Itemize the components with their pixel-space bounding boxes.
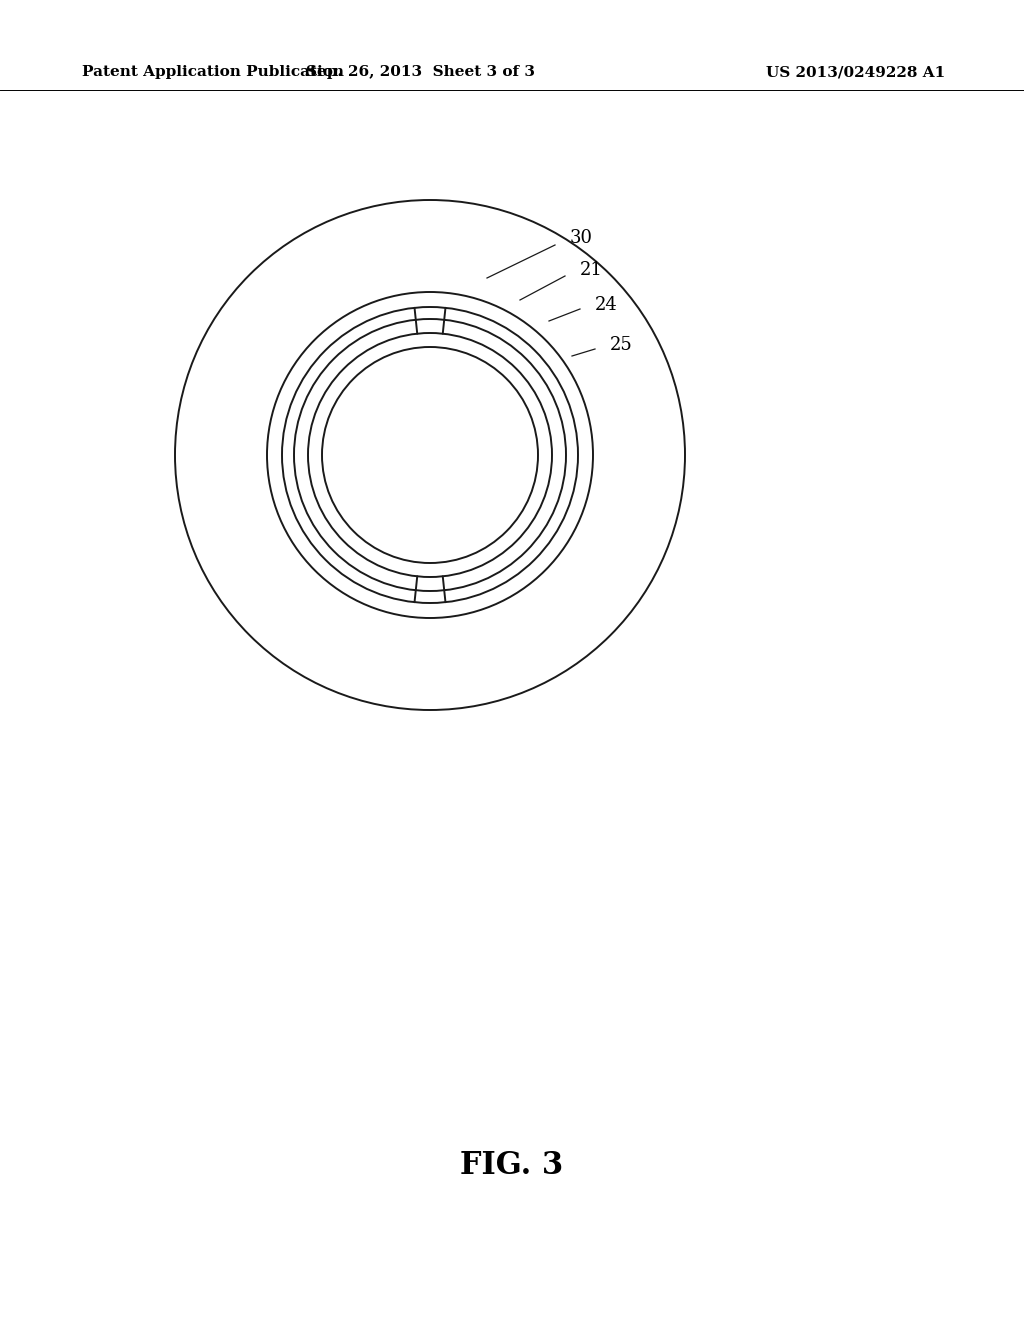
Text: Patent Application Publication: Patent Application Publication: [82, 65, 344, 79]
Text: Sep. 26, 2013  Sheet 3 of 3: Sep. 26, 2013 Sheet 3 of 3: [305, 65, 535, 79]
Text: FIG. 3: FIG. 3: [461, 1150, 563, 1180]
Text: 30: 30: [570, 228, 593, 247]
Text: 21: 21: [580, 261, 603, 279]
Text: US 2013/0249228 A1: US 2013/0249228 A1: [766, 65, 945, 79]
Text: 25: 25: [610, 337, 633, 354]
Text: 24: 24: [595, 296, 617, 314]
